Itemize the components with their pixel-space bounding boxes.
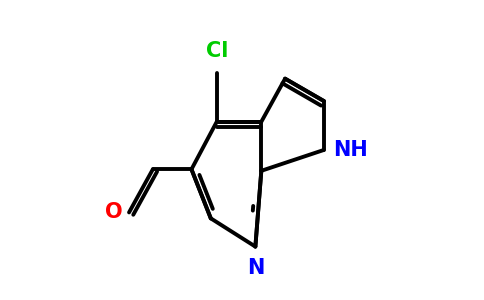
Text: NH: NH xyxy=(333,140,367,160)
Text: N: N xyxy=(247,259,264,278)
Text: O: O xyxy=(106,202,123,222)
Text: Cl: Cl xyxy=(206,41,228,61)
